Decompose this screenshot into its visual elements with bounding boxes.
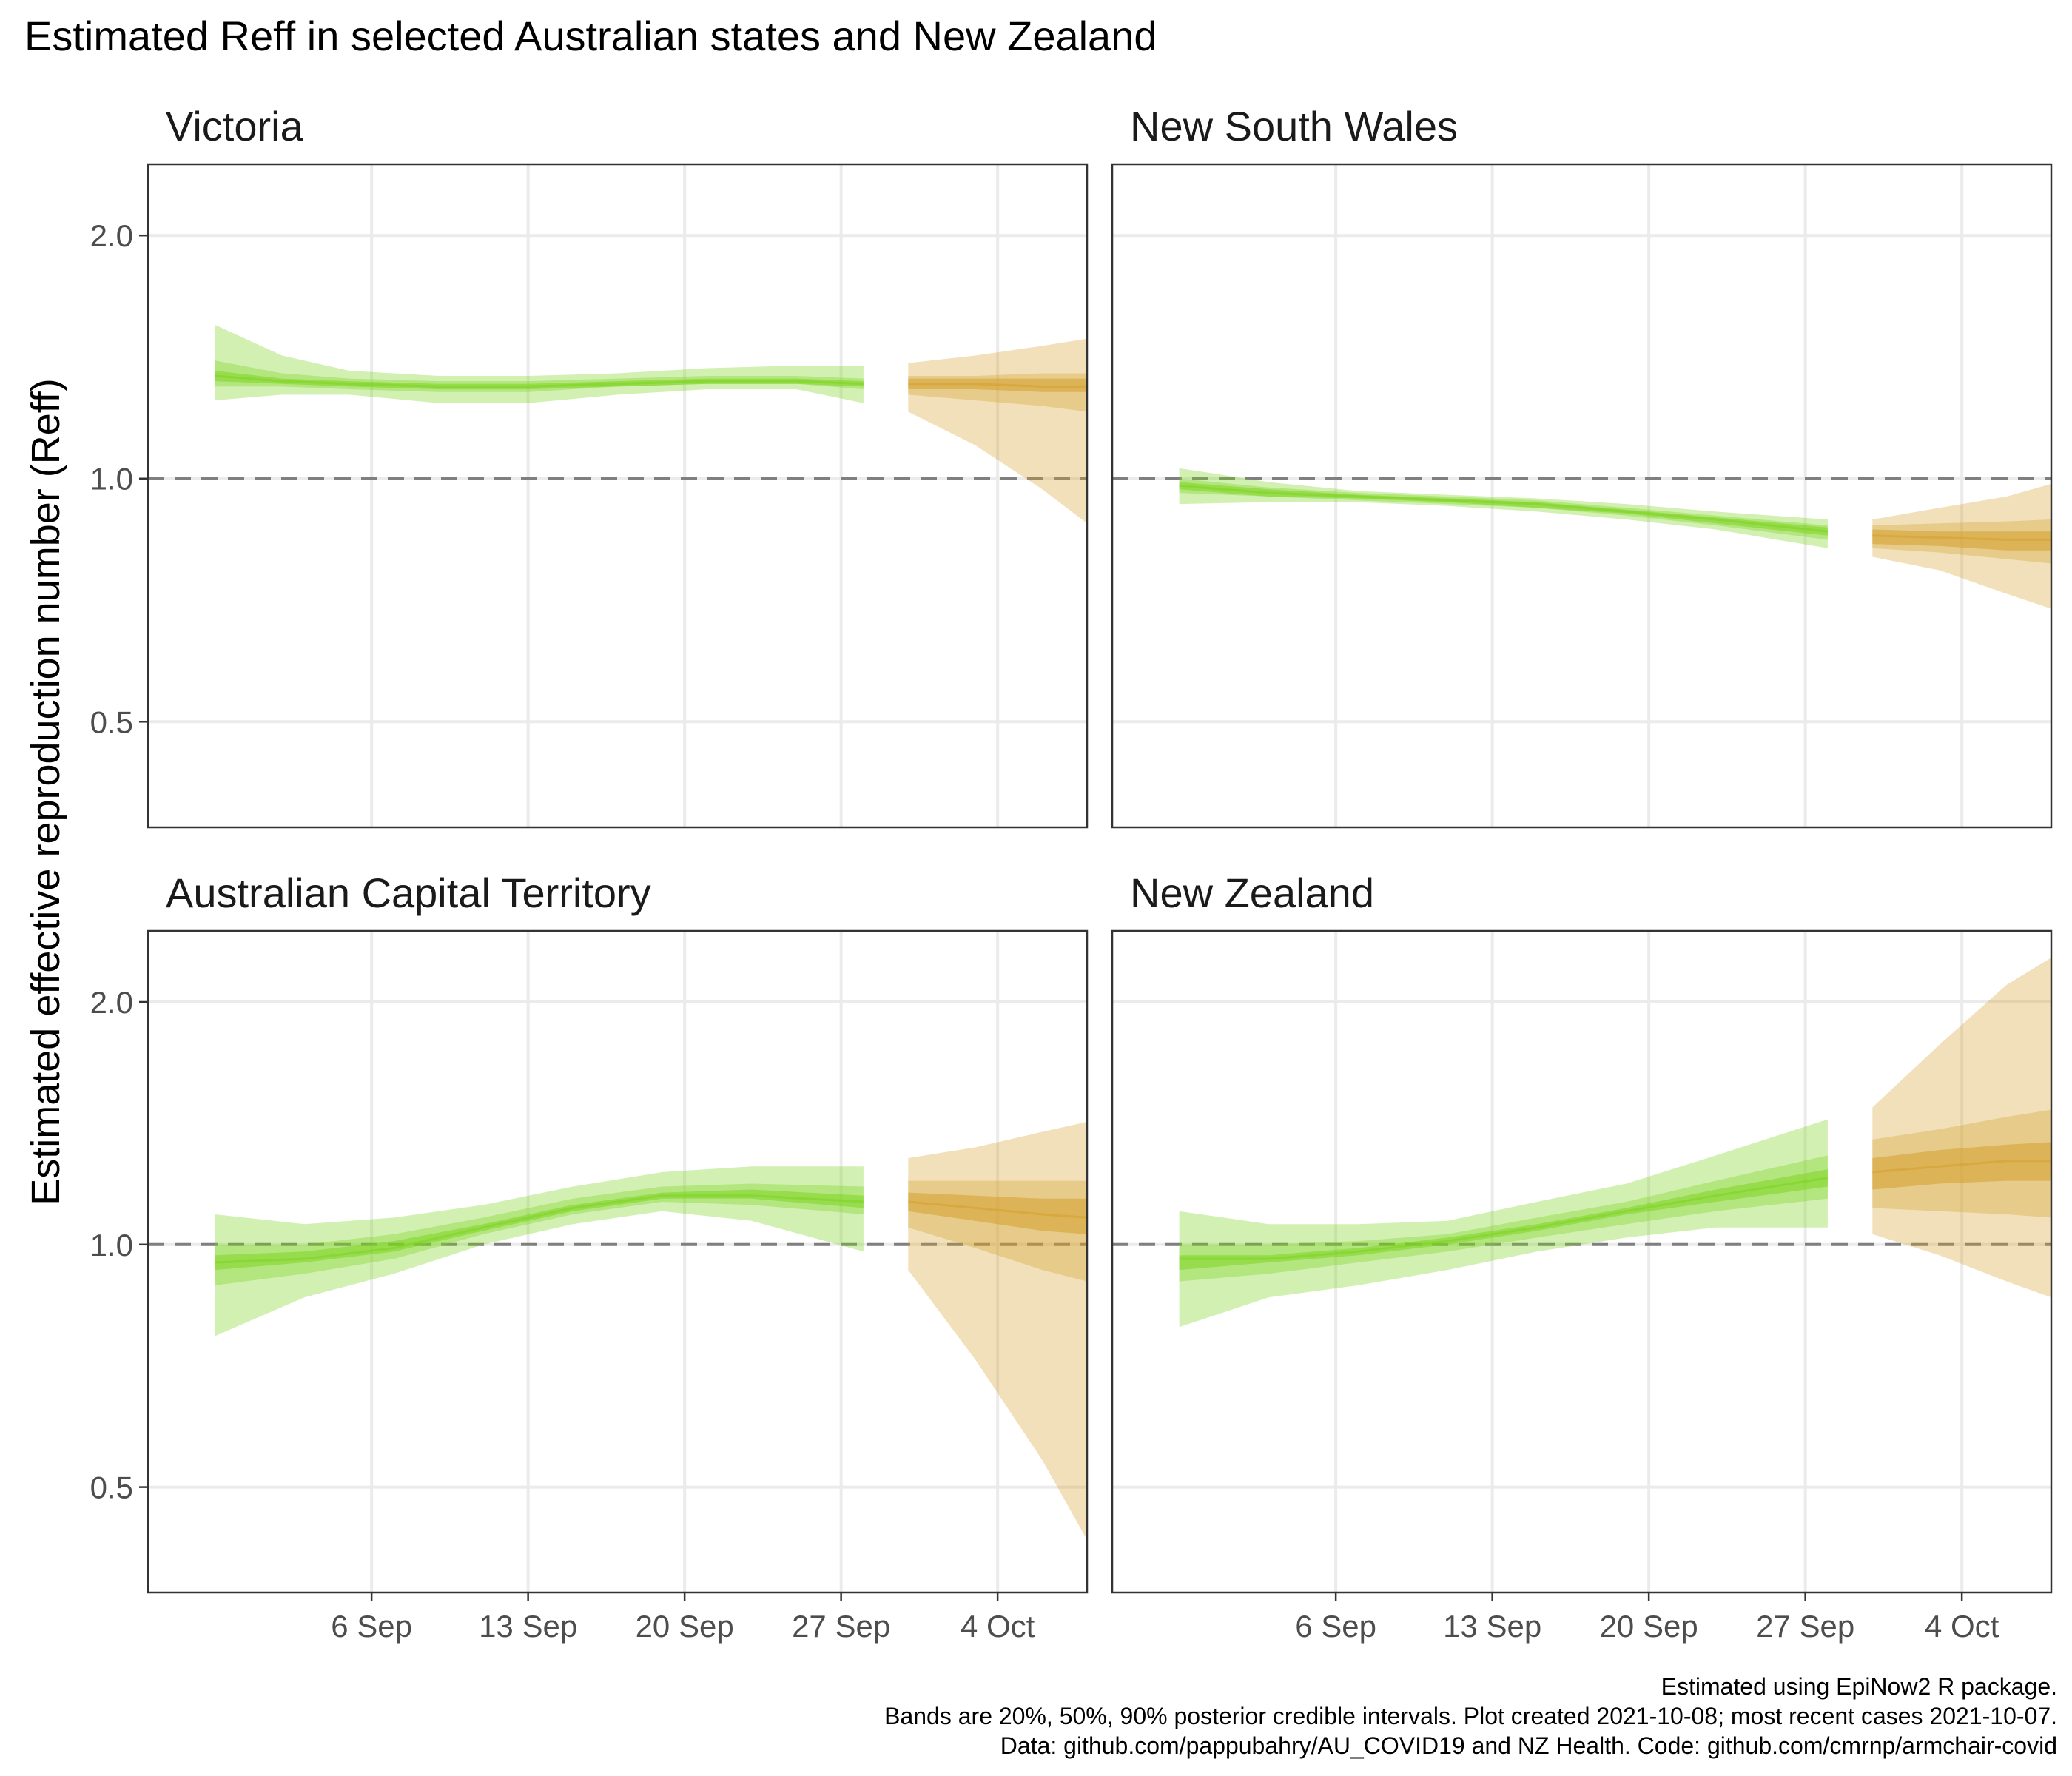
- x-tick-label: 20 Sep: [636, 1609, 734, 1644]
- estimate-median-line: [215, 374, 864, 388]
- x-tick-label: 13 Sep: [479, 1609, 577, 1644]
- y-axis-label: Estimated effective reproduction number …: [24, 378, 68, 1205]
- x-tick-label: 27 Sep: [1756, 1609, 1854, 1644]
- x-tick-label: 27 Sep: [792, 1609, 890, 1644]
- x-tick-label: 6 Sep: [1295, 1609, 1376, 1644]
- x-tick-label: 4 Oct: [961, 1609, 1035, 1644]
- y-tick-label: 2.0: [90, 985, 133, 1020]
- panel-border: [1111, 929, 2053, 1594]
- panel-victoria: Victoria 0.5 1.0 2.0: [90, 103, 1089, 829]
- panel-new-south-wales: New South Wales: [1111, 103, 2053, 829]
- estimate-band-90: [215, 1166, 864, 1336]
- forecast-band-90: [1872, 958, 2051, 1298]
- panel-title: Victoria: [166, 103, 304, 149]
- y-tick-label: 0.5: [90, 1470, 133, 1505]
- panel-border: [147, 163, 1089, 829]
- forecast-band-20: [1872, 529, 2051, 551]
- forecast-median-line: [908, 1200, 1088, 1219]
- panel-title: Australian Capital Territory: [166, 870, 651, 916]
- forecast-band-20: [908, 1192, 1087, 1234]
- estimate-band-90: [1179, 1119, 1828, 1328]
- caption-line-3: Data: github.com/pappubahry/AU_COVID19 a…: [1000, 1732, 2057, 1759]
- panels: Victoria 0.5 1.0 2.0 New South Wales Australi…: [90, 103, 2053, 1644]
- caption-line-2: Bands are 20%, 50%, 90% posterior credib…: [884, 1703, 2057, 1729]
- x-tick-label: 13 Sep: [1443, 1609, 1541, 1644]
- estimate-band-90: [215, 325, 864, 403]
- x-tick-label: 4 Oct: [1925, 1609, 1999, 1644]
- estimate-median-line: [215, 1194, 864, 1264]
- x-tick-label: 6 Sep: [331, 1609, 412, 1644]
- panel-australian-capital-territory: Australian Capital Territory 0.5 1.0 2.0 6 S…: [90, 870, 1089, 1644]
- estimate-median-line: [1179, 484, 1829, 533]
- panel-border: [1111, 163, 2053, 829]
- y-tick-label: 1.0: [90, 1228, 133, 1262]
- y-tick-label: 0.5: [90, 704, 133, 739]
- panel-border: [147, 929, 1089, 1594]
- estimate-median-line: [1179, 1177, 1829, 1260]
- forecast-band-20: [1872, 1142, 2051, 1190]
- forecast-median-line: [1872, 534, 2051, 541]
- estimate-band-90: [1179, 468, 1828, 548]
- panel-new-zealand: New Zealand 6 Sep 13 Sep 20 Sep 27 Sep 4 Oct: [1111, 870, 2053, 1644]
- forecast-median-line: [908, 383, 1087, 388]
- chart-title: Estimated Reff in selected Australian st…: [24, 13, 1157, 59]
- x-tick-label: 20 Sep: [1600, 1609, 1698, 1644]
- caption-line-1: Estimated using EpiNow2 R package.: [1661, 1673, 2057, 1700]
- panel-title: New South Wales: [1130, 103, 1458, 149]
- estimate-band-50: [215, 1183, 864, 1285]
- y-tick-label: 2.0: [90, 218, 133, 253]
- forecast-median-line: [1872, 1160, 2051, 1174]
- panel-title: New Zealand: [1130, 870, 1374, 916]
- y-tick-label: 1.0: [90, 462, 133, 497]
